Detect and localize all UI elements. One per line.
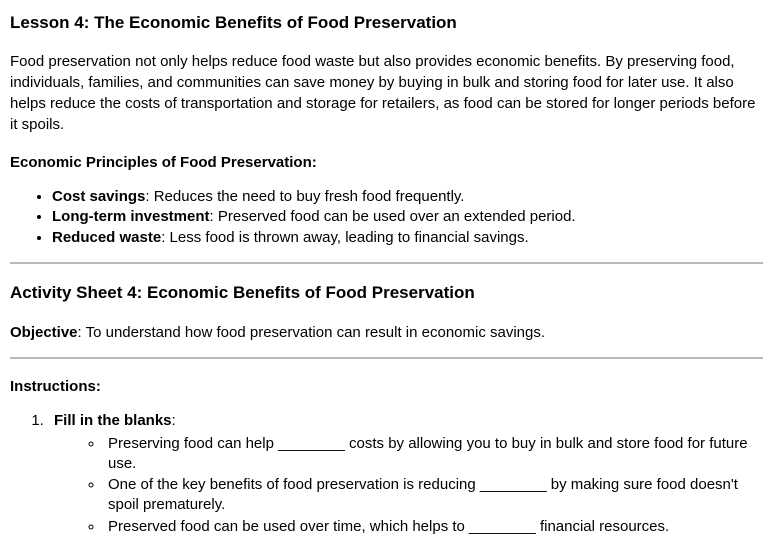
- blank-item: One of the key benefits of food preserva…: [104, 475, 763, 516]
- objective-line: Objective: To understand how food preser…: [10, 323, 763, 343]
- objective-text: : To understand how food preservation ca…: [78, 324, 546, 341]
- instruction-item-colon: :: [172, 412, 176, 429]
- principle-label: Cost savings: [52, 188, 145, 205]
- blank-item: Preserved food can be used over time, wh…: [104, 517, 763, 537]
- instruction-item: Fill in the blanks: Preserving food can …: [48, 411, 763, 537]
- principle-text: : Preserved food can be used over an ext…: [210, 208, 576, 225]
- principle-label: Long-term investment: [52, 208, 210, 225]
- instruction-item-title: Fill in the blanks: [54, 412, 172, 429]
- principle-text: : Reduces the need to buy fresh food fre…: [145, 188, 464, 205]
- blank-item: Preserving food can help ________ costs …: [104, 434, 763, 475]
- lesson-title: Lesson 4: The Economic Benefits of Food …: [10, 12, 763, 35]
- principle-item: Cost savings: Reduces the need to buy fr…: [52, 187, 763, 207]
- blanks-list: Preserving food can help ________ costs …: [104, 434, 763, 537]
- divider: [10, 262, 763, 264]
- blank-text: One of the key benefits of food preserva…: [108, 475, 763, 516]
- principle-text: : Less food is thrown away, leading to f…: [161, 229, 528, 246]
- objective-label: Objective: [10, 324, 78, 341]
- activity-title: Activity Sheet 4: Economic Benefits of F…: [10, 282, 763, 305]
- instructions-heading: Instructions:: [10, 377, 763, 397]
- principle-item: Long-term investment: Preserved food can…: [52, 207, 763, 227]
- blank-text: Preserving food can help ________ costs …: [108, 434, 763, 475]
- principles-list: Cost savings: Reduces the need to buy fr…: [52, 187, 763, 248]
- principle-item: Reduced waste: Less food is thrown away,…: [52, 228, 763, 248]
- lesson-intro: Food preservation not only helps reduce …: [10, 51, 763, 135]
- blank-text: Preserved food can be used over time, wh…: [108, 517, 763, 537]
- divider: [10, 357, 763, 359]
- principle-label: Reduced waste: [52, 229, 161, 246]
- principles-heading: Economic Principles of Food Preservation…: [10, 153, 763, 173]
- instructions-list: Fill in the blanks: Preserving food can …: [48, 411, 763, 537]
